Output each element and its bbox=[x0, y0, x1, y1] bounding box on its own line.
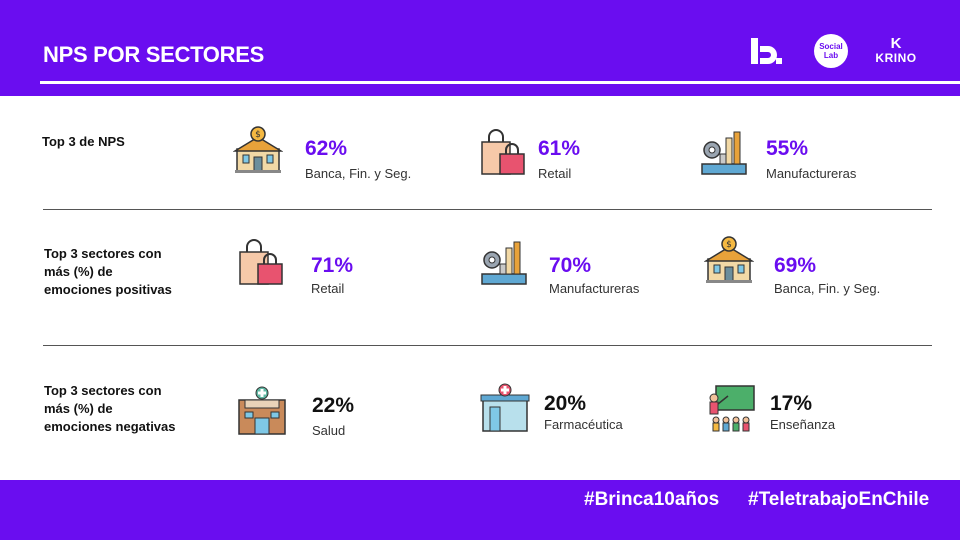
header-divider bbox=[40, 81, 960, 84]
row-label-top-nps: Top 3 de NPS bbox=[42, 134, 125, 149]
page-title: NPS POR SECTORES bbox=[43, 42, 264, 67]
percent-value: 17% bbox=[770, 392, 813, 415]
sector-name: Manufactureras bbox=[549, 281, 640, 296]
sector-name: Retail bbox=[538, 166, 572, 181]
hashtag-teletrabajo: #TeletrabajoEnChile bbox=[748, 489, 930, 510]
social-lab-logo: Social Lab bbox=[814, 34, 848, 68]
row-divider bbox=[43, 345, 932, 346]
pharmacy-icon bbox=[480, 383, 530, 432]
sector-name: Enseñanza bbox=[770, 417, 836, 432]
percent-value: 62% bbox=[305, 137, 348, 160]
percent-value: 22% bbox=[312, 394, 355, 417]
teacher-icon bbox=[709, 385, 755, 432]
factory-icon bbox=[701, 131, 747, 175]
shopping-bag-icon bbox=[481, 129, 525, 175]
row-divider bbox=[43, 209, 932, 210]
percent-value: 71% bbox=[311, 254, 354, 277]
percent-value: 70% bbox=[549, 254, 592, 277]
svg-text:$: $ bbox=[726, 240, 732, 250]
krino-logo: K KRINO bbox=[875, 35, 917, 65]
row-label-positive-emotions: Top 3 sectores con más (%) de emociones … bbox=[44, 246, 172, 297]
percent-value: 55% bbox=[766, 137, 809, 160]
sector-name: Banca, Fin. y Seg. bbox=[305, 166, 412, 181]
hospital-icon bbox=[238, 386, 286, 435]
row-label-negative-emotions: Top 3 sectores con más (%) de emociones … bbox=[44, 383, 176, 434]
header-bar bbox=[0, 0, 960, 96]
brinca-logo-icon bbox=[751, 38, 782, 64]
factory-icon bbox=[481, 241, 527, 285]
sector-name: Retail bbox=[311, 281, 345, 296]
sector-name: Manufactureras bbox=[766, 166, 857, 181]
sector-name: Banca, Fin. y Seg. bbox=[774, 281, 881, 296]
hashtag-brinca: #Brinca10años bbox=[584, 489, 720, 510]
footer-bar bbox=[0, 480, 960, 540]
sector-name: Farmacéutica bbox=[544, 417, 623, 432]
percent-value: 61% bbox=[538, 137, 581, 160]
percent-value: 20% bbox=[544, 392, 587, 415]
percent-value: 69% bbox=[774, 254, 817, 277]
bank-icon: $ bbox=[233, 126, 283, 173]
shopping-bag-icon bbox=[239, 239, 283, 285]
svg-text:$: $ bbox=[255, 130, 261, 140]
bank-icon: $ bbox=[704, 236, 754, 283]
sector-name: Salud bbox=[312, 423, 346, 438]
